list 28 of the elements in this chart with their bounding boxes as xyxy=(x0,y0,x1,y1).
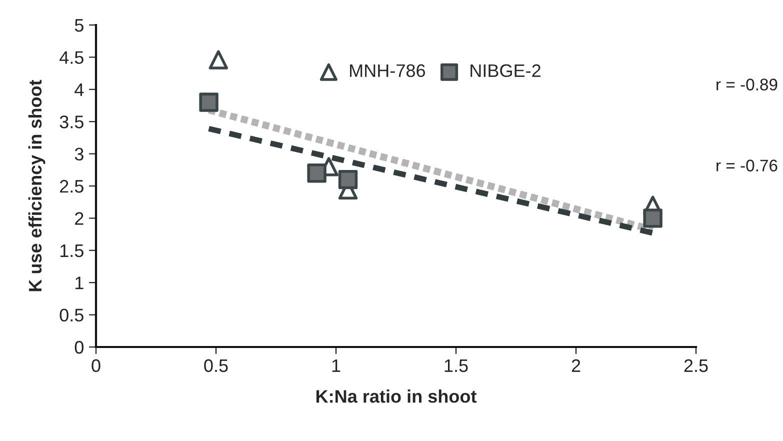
text: r = -0.76 xyxy=(716,160,778,172)
point xyxy=(307,164,326,183)
legend-label: NIBGE-2 xyxy=(470,64,540,78)
y-tick-label: 0 xyxy=(74,340,84,354)
point xyxy=(199,92,218,112)
y-tick-label: 2.5 xyxy=(60,180,84,193)
y-tick-label: 3 xyxy=(74,148,84,161)
x-tick-label: 2.5 xyxy=(684,359,708,372)
x-tick-label: 2 xyxy=(572,359,580,372)
x-tick-label: 1.5 xyxy=(444,359,468,372)
y-tick-label: 4 xyxy=(74,84,84,96)
point xyxy=(208,50,228,70)
y-tick-label: 3.5 xyxy=(60,116,84,128)
x-tick-label: 0.5 xyxy=(204,359,228,372)
point xyxy=(643,208,662,228)
y-tick-label: 1.5 xyxy=(60,244,84,258)
x-tick-label: 0 xyxy=(92,359,100,372)
x-axis-title: K:Na ratio in shoot xyxy=(316,390,477,403)
y-tick-label: 2 xyxy=(75,212,84,225)
legend-label: MNH-786 xyxy=(350,64,426,78)
y-tick-label: 0.5 xyxy=(60,308,84,322)
point xyxy=(338,170,358,190)
text: r = -0.89 xyxy=(716,78,778,90)
y-tick-label: 5 xyxy=(74,19,84,32)
y-tick-label: 1 xyxy=(76,276,84,290)
y-axis-title: K use efficiency in shoot xyxy=(28,80,46,292)
y-tick-label: 4.5 xyxy=(60,51,84,64)
x-tick-label: 1 xyxy=(332,359,340,372)
